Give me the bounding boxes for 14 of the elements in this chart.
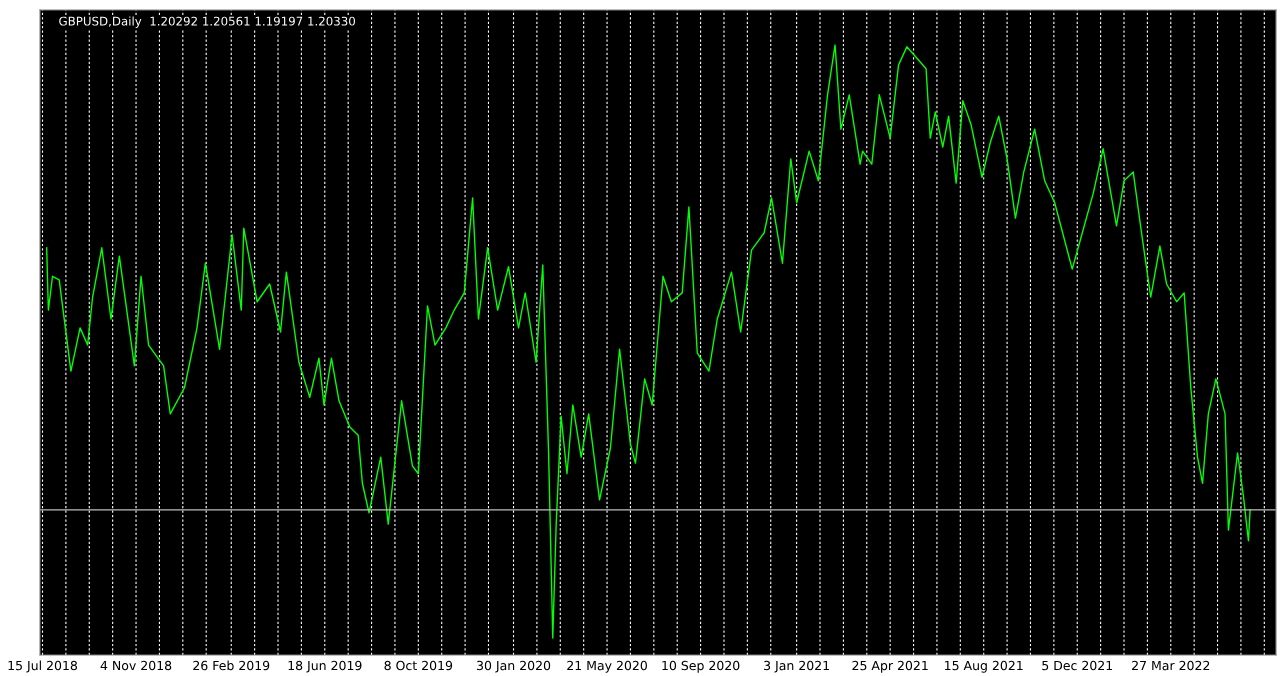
x-tick-label: 4 Nov 2018 xyxy=(100,660,172,671)
x-tick-label: 21 May 2020 xyxy=(567,660,647,673)
chart-title: GBPUSD,Daily 1.20292 1.20561 1.19197 1.20330 xyxy=(59,16,356,28)
x-tick-label: 3 Jan 2021 xyxy=(764,660,829,673)
x-tick-label: 15 Jul 2018 xyxy=(8,660,78,673)
x-tick-label: 26 Feb 2019 xyxy=(193,660,270,671)
x-tick-label: 18 Jun 2019 xyxy=(288,660,362,673)
x-tick-label: 30 Jan 2020 xyxy=(477,660,551,673)
x-tick-label: 5 Dec 2021 xyxy=(1042,660,1113,671)
x-tick-label: 8 Oct 2019 xyxy=(384,660,453,671)
x-tick-label: 15 Aug 2021 xyxy=(945,660,1023,673)
x-tick-label: 25 Apr 2021 xyxy=(852,660,928,673)
x-tick-label: 10 Sep 2020 xyxy=(662,660,740,673)
x-tick-label: 27 Mar 2022 xyxy=(1132,660,1210,671)
